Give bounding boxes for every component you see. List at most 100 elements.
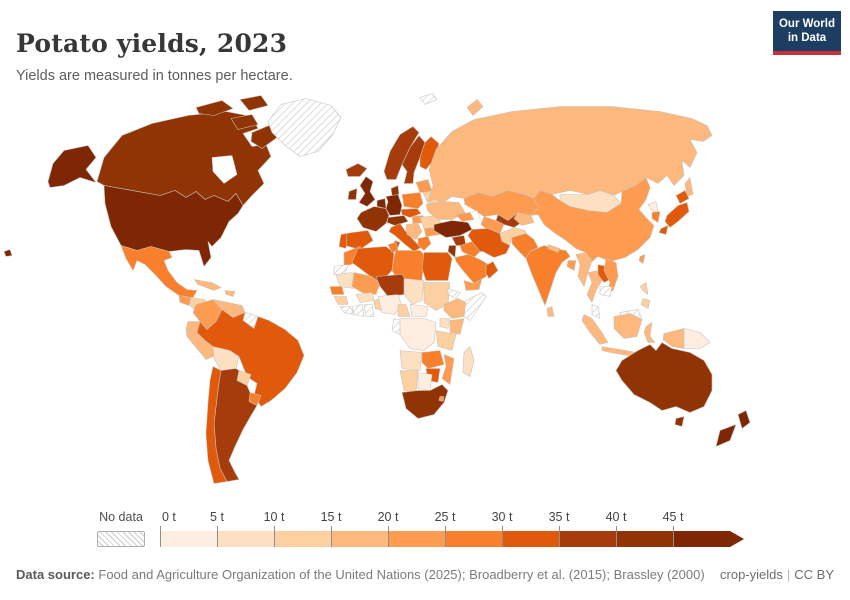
country-angola[interactable] — [399, 350, 423, 371]
country-tanzania[interactable] — [435, 330, 457, 351]
legend-bin[interactable] — [331, 531, 388, 547]
country-norway[interactable] — [383, 126, 420, 180]
country-france[interactable] — [356, 206, 390, 232]
country-chile[interactable] — [205, 366, 228, 484]
country-russia-novaya-zemlya[interactable] — [466, 99, 484, 116]
country-usa-hawaii[interactable] — [3, 249, 13, 257]
country-north-korea[interactable] — [647, 201, 659, 213]
country-chad[interactable] — [403, 278, 425, 305]
country-india[interactable] — [525, 245, 571, 306]
country-greece[interactable] — [417, 236, 432, 251]
country-hispaniola[interactable] — [224, 290, 236, 297]
country-cameroon[interactable] — [397, 304, 411, 317]
country-indonesia-sumatra[interactable] — [581, 314, 609, 345]
legend-bin[interactable] — [217, 531, 274, 547]
country-philippines-mindanao[interactable] — [640, 298, 651, 309]
country-sudan[interactable] — [423, 282, 451, 311]
country-drc[interactable] — [399, 318, 437, 351]
country-iran[interactable] — [467, 228, 511, 258]
country-guinea[interactable] — [333, 296, 349, 305]
country-botswana[interactable] — [417, 372, 433, 391]
country-new-zealand-south[interactable] — [715, 424, 737, 447]
country-south-korea[interactable] — [651, 211, 661, 223]
country-ireland[interactable] — [347, 188, 358, 200]
country-niger[interactable] — [375, 274, 407, 297]
country-brazil[interactable] — [196, 309, 305, 407]
country-czech-slovakia[interactable] — [400, 208, 422, 218]
legend-bin[interactable] — [559, 531, 616, 547]
country-sierra-leone-liberia[interactable] — [339, 306, 355, 315]
country-taiwan[interactable] — [638, 254, 646, 264]
country-china[interactable] — [530, 177, 655, 262]
country-bangladesh[interactable] — [566, 260, 577, 271]
country-somalia[interactable] — [463, 292, 487, 321]
world-map[interactable] — [0, 88, 850, 506]
country-cambodia[interactable] — [599, 286, 613, 297]
legend-bin[interactable] — [673, 531, 744, 547]
country-japan-honshu[interactable] — [664, 202, 690, 228]
no-data-swatch[interactable] — [97, 531, 145, 547]
country-saudi-arabia[interactable] — [454, 254, 491, 284]
country-iceland[interactable] — [345, 163, 368, 177]
country-senegal[interactable] — [329, 286, 345, 295]
country-philippines-luzon[interactable] — [639, 282, 649, 295]
country-japan-hokkaido[interactable] — [675, 190, 690, 204]
country-nepal[interactable] — [547, 244, 561, 253]
country-central-african-republic[interactable] — [409, 304, 429, 317]
country-myanmar[interactable] — [575, 252, 593, 287]
country-canada-island[interactable] — [195, 100, 234, 116]
license-link[interactable]: CC BY — [794, 567, 834, 582]
country-australia[interactable] — [615, 342, 713, 413]
country-canada-island[interactable] — [250, 125, 278, 149]
country-balkans[interactable] — [405, 223, 423, 240]
country-usa-alaska[interactable] — [47, 145, 97, 188]
country-madagascar[interactable] — [462, 346, 475, 377]
country-yemen[interactable] — [463, 278, 483, 291]
country-malawi-mozambique[interactable] — [441, 354, 455, 385]
country-baltics[interactable] — [415, 179, 433, 193]
country-mali[interactable] — [351, 272, 381, 295]
country-cuba[interactable] — [193, 279, 222, 291]
country-indonesia-papua[interactable] — [662, 328, 685, 349]
country-ghana[interactable] — [363, 304, 375, 317]
country-guatemala[interactable] — [178, 295, 192, 306]
legend-bin[interactable] — [274, 531, 331, 547]
country-zambia[interactable] — [421, 350, 445, 369]
country-argentina[interactable] — [213, 368, 258, 482]
country-caucasus[interactable] — [455, 212, 475, 222]
country-canada-island[interactable] — [239, 95, 269, 111]
country-indonesia-sulawesi[interactable] — [643, 322, 656, 343]
country-sweden[interactable] — [401, 135, 426, 184]
country-burkina-faso[interactable] — [355, 292, 375, 303]
country-portugal[interactable] — [338, 233, 348, 249]
country-egypt[interactable] — [421, 252, 453, 281]
country-new-zealand-north[interactable] — [737, 410, 751, 429]
legend-bin[interactable] — [502, 531, 559, 547]
country-russia-sakhalin[interactable] — [684, 177, 694, 197]
country-australia-tasmania[interactable] — [674, 416, 685, 427]
country-ivory-coast[interactable] — [351, 304, 365, 317]
country-italy[interactable] — [388, 223, 422, 252]
country-kenya[interactable] — [449, 318, 465, 335]
legend-bin[interactable] — [160, 531, 217, 547]
country-eritrea[interactable] — [447, 288, 461, 299]
legend-bin[interactable] — [616, 531, 673, 547]
country-denmark[interactable] — [390, 185, 400, 196]
country-austria-switzerland[interactable] — [386, 215, 409, 226]
country-sri-lanka[interactable] — [546, 306, 555, 317]
country-turkey[interactable] — [433, 220, 473, 238]
country-namibia[interactable] — [399, 370, 419, 393]
country-uganda[interactable] — [439, 318, 451, 329]
country-south-africa[interactable] — [401, 384, 449, 419]
country-greenland[interactable] — [267, 98, 342, 157]
country-malaysia-peninsula[interactable] — [591, 304, 601, 319]
legend-bin[interactable] — [445, 531, 502, 547]
country-indonesia-borneo[interactable] — [613, 313, 643, 339]
country-russia[interactable] — [427, 106, 713, 203]
country-uk[interactable] — [358, 176, 376, 207]
country-kyrgyzstan-tajikistan[interactable] — [513, 212, 535, 226]
country-poland[interactable] — [401, 192, 424, 209]
country-papua-new-guinea[interactable] — [683, 328, 711, 349]
country-japan-kyushu[interactable] — [658, 225, 669, 235]
country-eswatini[interactable] — [438, 396, 445, 402]
